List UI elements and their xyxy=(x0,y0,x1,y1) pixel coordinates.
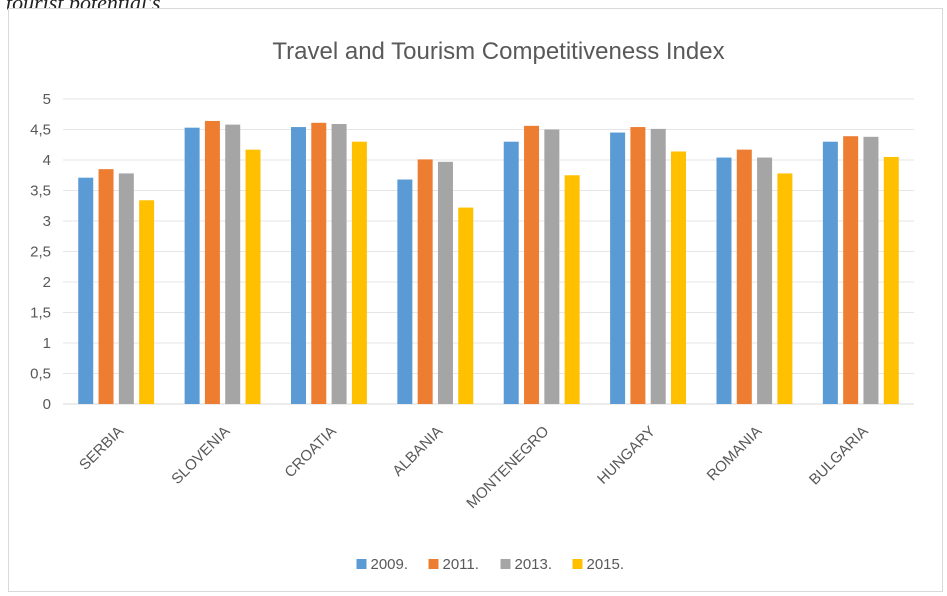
bar xyxy=(883,156,899,404)
y-tick-label: 0 xyxy=(43,396,51,413)
bar xyxy=(118,173,134,404)
y-tick-label: 4,5 xyxy=(30,122,51,139)
legend-swatch xyxy=(500,559,511,569)
bar xyxy=(564,175,580,404)
bar xyxy=(351,141,367,404)
legend-label: 2009. xyxy=(371,556,409,573)
y-tick-label: 1,5 xyxy=(30,305,51,322)
bar xyxy=(184,127,200,405)
legend-label: 2011. xyxy=(443,556,479,573)
y-tick-label: 2 xyxy=(43,274,51,291)
bar xyxy=(437,161,453,404)
x-tick-label: SERBIA xyxy=(76,423,127,474)
y-tick-label: 0,5 xyxy=(30,366,51,383)
bar xyxy=(716,157,732,404)
bar xyxy=(524,125,540,404)
legend-swatch xyxy=(572,559,583,569)
x-tick-label: ALBANIA xyxy=(389,423,446,480)
y-tick-label: 3,5 xyxy=(30,183,51,200)
bar xyxy=(245,149,261,404)
bar-chart: Travel and Tourism Competitiveness Index… xyxy=(30,38,914,573)
x-tick-label: SLOVENIA xyxy=(168,423,233,488)
x-tick-label: BULGARIA xyxy=(806,423,872,489)
y-tick-label: 4 xyxy=(43,152,51,169)
bar xyxy=(822,141,838,404)
chart-container: Travel and Tourism Competitiveness Index… xyxy=(8,8,943,592)
legend-label: 2015. xyxy=(587,556,625,573)
bar xyxy=(630,127,646,404)
y-tick-label: 3 xyxy=(43,213,51,230)
bar xyxy=(397,179,413,404)
y-tick-label: 1 xyxy=(43,335,51,352)
bar xyxy=(757,157,773,404)
bar xyxy=(139,200,155,404)
bar xyxy=(311,122,327,404)
x-tick-label: ROMANIA xyxy=(704,423,766,485)
y-tick-label: 2,5 xyxy=(30,244,51,261)
bar xyxy=(458,207,474,404)
x-tick-label: HUNGARY xyxy=(594,423,659,488)
bar xyxy=(671,151,687,404)
bar xyxy=(736,149,752,404)
x-tick-label: CROATIA xyxy=(281,423,339,481)
bar xyxy=(290,127,306,404)
legend-label: 2013. xyxy=(515,556,553,573)
bar xyxy=(331,124,347,404)
x-tick-label: MONTENEGRO xyxy=(463,423,552,512)
bar xyxy=(98,169,114,404)
bar xyxy=(544,129,560,404)
bar xyxy=(650,128,666,404)
bar xyxy=(863,136,879,404)
y-tick-label: 5 xyxy=(43,91,51,108)
chart-title: Travel and Tourism Competitiveness Index xyxy=(272,38,724,65)
bar xyxy=(843,136,859,404)
bar xyxy=(78,177,94,404)
bar xyxy=(417,159,433,404)
legend-swatch xyxy=(428,559,439,569)
bar xyxy=(777,173,793,404)
legend-swatch xyxy=(356,559,367,569)
bar xyxy=(503,141,519,404)
bar xyxy=(610,132,626,405)
bar xyxy=(204,120,220,405)
bar xyxy=(225,124,241,405)
